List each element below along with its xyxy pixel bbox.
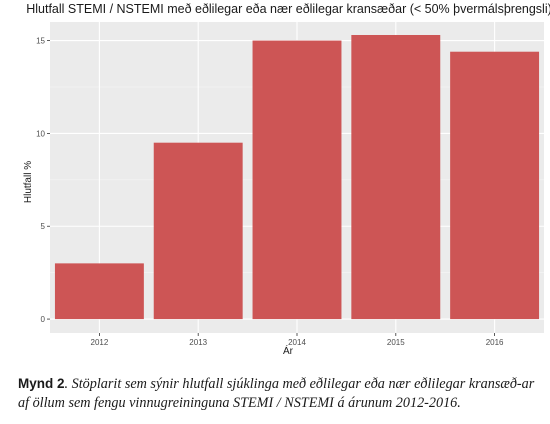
y-tick-label: 0	[41, 315, 46, 324]
bar	[54, 263, 144, 320]
bar	[351, 34, 441, 320]
chart-title: Hlutfall STEMI / NSTEMI með eðlilegar eð…	[26, 2, 550, 16]
x-tick-label: 2013	[189, 338, 207, 347]
caption-label: Mynd 2	[18, 376, 65, 391]
x-tick-label: 2016	[486, 338, 504, 347]
y-tick-label: 5	[41, 222, 46, 231]
x-axis-title: Ár	[283, 344, 294, 357]
x-tick-label: 2012	[91, 338, 109, 347]
axis-ticks: 0 5 10 15 2012 2013 2014 2015 2016	[36, 37, 504, 347]
bars	[54, 34, 540, 320]
bar	[450, 51, 540, 320]
y-axis-title: Hlutfall %	[23, 161, 34, 203]
bar	[252, 40, 342, 320]
figure-caption: Mynd 2. Stöplarit sem sýnir hlutfall sjú…	[18, 374, 540, 413]
bar-chart: Hlutfall STEMI / NSTEMI með eðlilegar eð…	[23, 2, 550, 357]
y-tick-label: 10	[36, 129, 45, 138]
bar	[153, 142, 243, 320]
x-tick-label: 2014	[288, 338, 306, 347]
x-tick-label: 2015	[387, 338, 405, 347]
y-tick-label: 15	[36, 37, 45, 46]
caption-text: . Stöplarit sem sýnir hlutfall sjúklinga…	[18, 376, 535, 411]
